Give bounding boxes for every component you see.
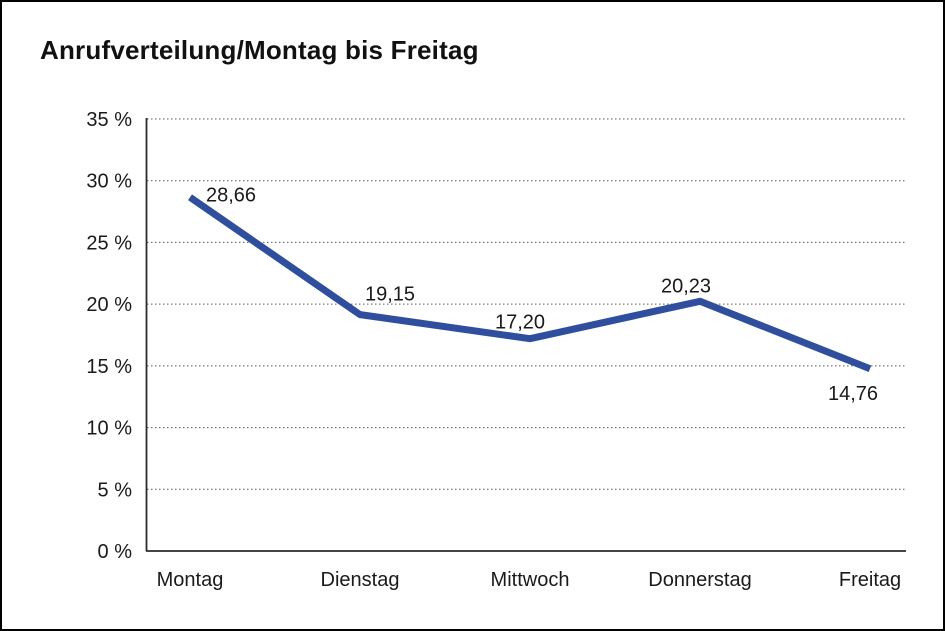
y-tick-label: 0 % (98, 541, 133, 563)
data-line (188, 194, 872, 373)
data-point-label: 20,23 (661, 275, 711, 297)
x-axis-label: Dienstag (321, 569, 400, 591)
y-tick-label: 10 % (86, 418, 132, 440)
chart-title: Anrufverteilung/Montag bis Freitag (40, 35, 479, 65)
y-tick-label: 35 % (86, 109, 132, 131)
y-tick-label: 5 % (98, 479, 133, 501)
x-axis-label: Donnerstag (648, 569, 751, 591)
data-point-label: 14,76 (828, 383, 878, 405)
y-tick-label: 20 % (86, 294, 132, 316)
x-axis-label: Montag (157, 569, 224, 591)
y-tick-label: 15 % (86, 356, 132, 378)
data-point-label: 28,66 (206, 184, 256, 206)
y-tick-label: 30 % (86, 171, 132, 193)
data-point-label: 17,20 (495, 312, 545, 334)
x-axis-label: Freitag (839, 569, 901, 591)
y-tick-label: 25 % (86, 232, 132, 254)
data-point-label: 19,15 (365, 284, 415, 306)
x-axis-label: Mittwoch (491, 569, 570, 591)
